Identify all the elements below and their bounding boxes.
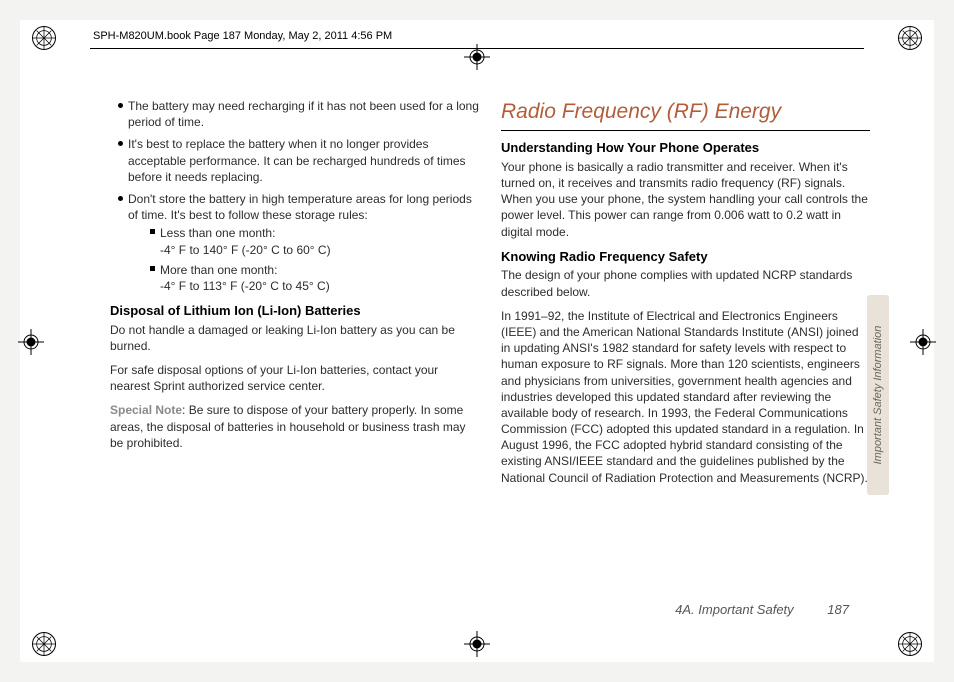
thumb-tab-label: Important Safety Information bbox=[872, 326, 884, 465]
crop-mark-icon bbox=[32, 632, 56, 656]
paragraph: The design of your phone complies with u… bbox=[501, 267, 870, 299]
disposal-heading: Disposal of Lithium Ion (Li-Ion) Batteri… bbox=[110, 302, 479, 320]
bullet-text: Don't store the battery in high temperat… bbox=[128, 192, 472, 222]
section-rule bbox=[501, 130, 870, 131]
subsection-heading: Knowing Radio Frequency Safety bbox=[501, 248, 870, 266]
paragraph: Do not handle a damaged or leaking Li-Io… bbox=[110, 322, 479, 354]
thumb-tab: Important Safety Information bbox=[867, 295, 889, 495]
crop-mark-icon bbox=[32, 26, 56, 50]
header-rule bbox=[90, 48, 864, 49]
section-title: Radio Frequency (RF) Energy bbox=[501, 98, 870, 126]
right-column: Radio Frequency (RF) Energy Understandin… bbox=[501, 98, 870, 573]
storage-label: Less than one month: bbox=[160, 226, 275, 240]
bullet-text: The battery may need recharging if it ha… bbox=[128, 99, 479, 129]
crop-mark-icon bbox=[898, 26, 922, 50]
running-head: SPH-M820UM.book Page 187 Monday, May 2, … bbox=[93, 30, 392, 42]
storage-range: -4° F to 113° F (-20° C to 45° C) bbox=[160, 279, 330, 293]
paragraph: For safe disposal options of your Li-Ion… bbox=[110, 362, 479, 394]
list-item: More than one month: -4° F to 113° F (-2… bbox=[150, 262, 479, 294]
special-note: Special Note: Be sure to dispose of your… bbox=[110, 402, 479, 451]
paragraph: Your phone is basically a radio transmit… bbox=[501, 159, 870, 240]
registration-mark-icon bbox=[18, 329, 44, 355]
crop-mark-icon bbox=[898, 632, 922, 656]
list-item: The battery may need recharging if it ha… bbox=[118, 98, 479, 130]
page-number: 187 bbox=[827, 602, 849, 617]
registration-mark-icon bbox=[910, 329, 936, 355]
list-item: It's best to replace the battery when it… bbox=[118, 136, 479, 185]
subsection-heading: Understanding How Your Phone Operates bbox=[501, 139, 870, 157]
storage-rules-list: Less than one month: -4° F to 140° F (-2… bbox=[128, 225, 479, 294]
page: SPH-M820UM.book Page 187 Monday, May 2, … bbox=[20, 20, 934, 662]
paragraph: In 1991–92, the Institute of Electrical … bbox=[501, 308, 870, 486]
list-item: Don't store the battery in high temperat… bbox=[118, 191, 479, 294]
left-column: The battery may need recharging if it ha… bbox=[110, 98, 479, 573]
page-footer: 4A. Important Safety 187 bbox=[675, 602, 849, 617]
special-note-label: Special Note bbox=[110, 403, 182, 417]
storage-label: More than one month: bbox=[160, 263, 277, 277]
list-item: Less than one month: -4° F to 140° F (-2… bbox=[150, 225, 479, 257]
battery-bullet-list: The battery may need recharging if it ha… bbox=[110, 98, 479, 294]
footer-section: 4A. Important Safety bbox=[675, 602, 794, 617]
bullet-text: It's best to replace the battery when it… bbox=[128, 137, 466, 183]
registration-mark-icon bbox=[464, 631, 490, 657]
storage-range: -4° F to 140° F (-20° C to 60° C) bbox=[160, 243, 331, 257]
content: The battery may need recharging if it ha… bbox=[110, 98, 870, 573]
